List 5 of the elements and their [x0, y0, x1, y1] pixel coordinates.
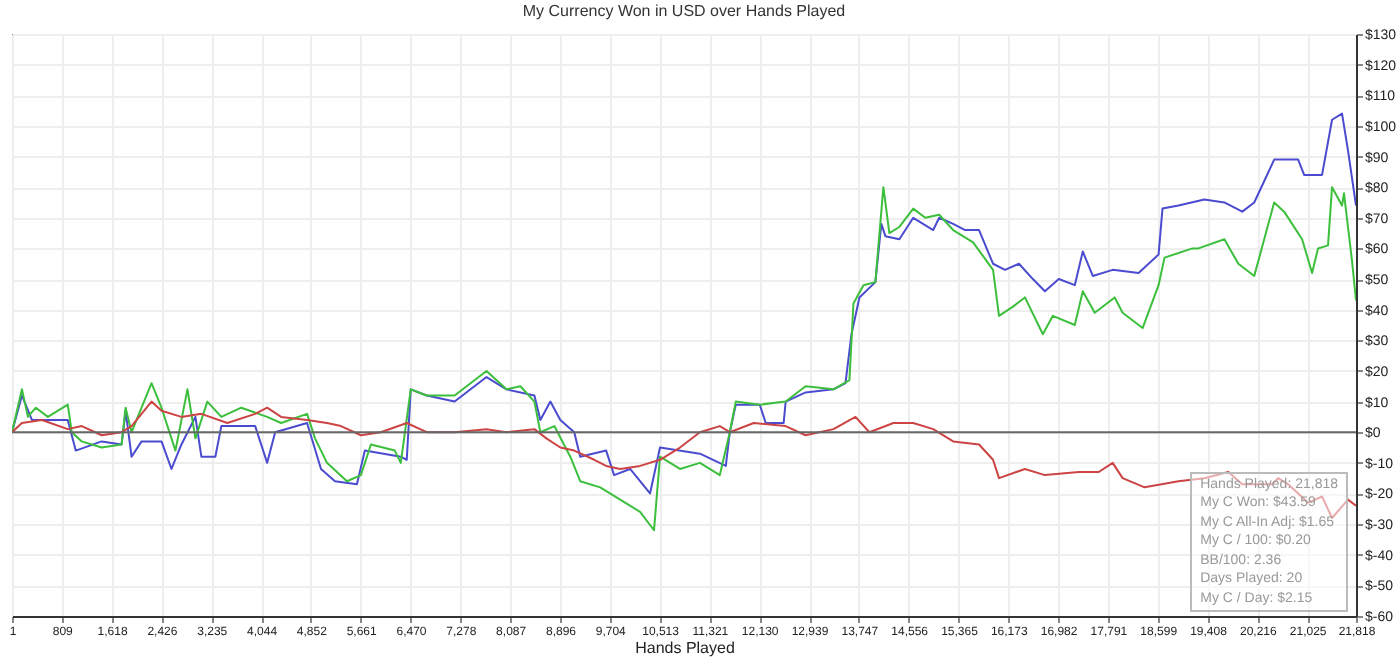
x-axis-title: Hands Played: [635, 639, 735, 657]
line-series: [12, 186, 1356, 532]
chart-title: My Currency Won in USD over Hands Played: [522, 2, 846, 20]
line-series: [12, 112, 1356, 495]
line-series: [12, 400, 1356, 519]
